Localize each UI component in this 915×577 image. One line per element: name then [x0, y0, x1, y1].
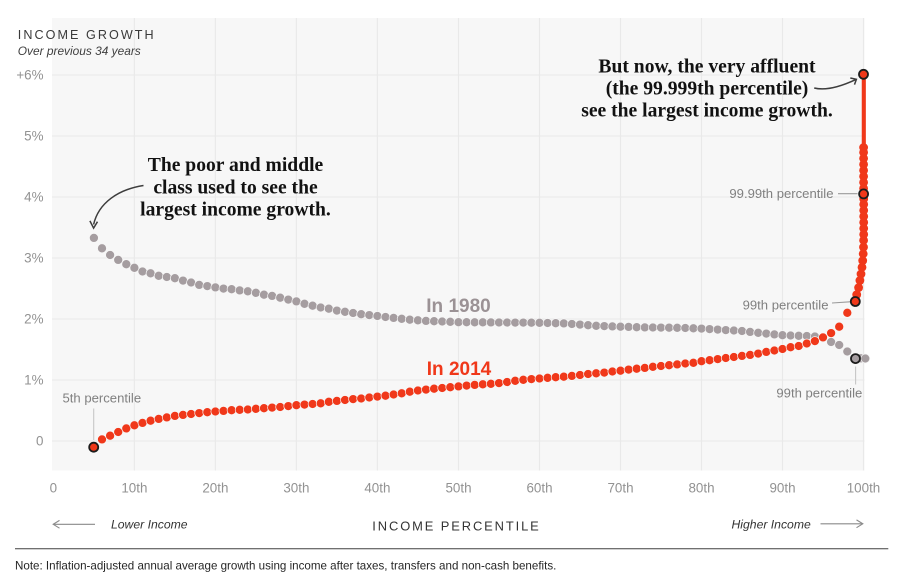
svg-text:2%: 2% — [24, 311, 43, 326]
svg-text:INCOME GROWTH: INCOME GROWTH — [18, 28, 156, 42]
svg-text:In 2014: In 2014 — [427, 359, 492, 380]
svg-text:30th: 30th — [283, 481, 309, 496]
svg-text:Over previous 34 years: Over previous 34 years — [18, 44, 141, 58]
svg-text:99.99th percentile: 99.99th percentile — [729, 186, 833, 201]
svg-text:+6%: +6% — [16, 67, 43, 82]
svg-text:In 1980: In 1980 — [426, 296, 490, 317]
svg-text:40th: 40th — [364, 481, 390, 496]
svg-text:60th: 60th — [526, 481, 552, 496]
svg-text:Note: Inflation-adjusted annua: Note: Inflation-adjusted annual average … — [15, 559, 556, 572]
svg-text:0: 0 — [36, 433, 43, 448]
svg-text:(the 99.999th percentile): (the 99.999th percentile) — [606, 79, 809, 100]
svg-text:The poor and middle: The poor and middle — [148, 155, 324, 176]
svg-text:Lower Income: Lower Income — [111, 518, 188, 532]
svg-text:INCOME PERCENTILE: INCOME PERCENTILE — [372, 519, 540, 534]
svg-text:5th percentile: 5th percentile — [62, 391, 141, 406]
svg-text:10th: 10th — [121, 481, 147, 496]
svg-text:99th percentile: 99th percentile — [743, 298, 829, 313]
svg-text:80th: 80th — [688, 481, 714, 496]
svg-text:largest income growth.: largest income growth. — [140, 200, 331, 221]
svg-text:But now, the very affluent: But now, the very affluent — [598, 57, 816, 78]
svg-text:90th: 90th — [769, 481, 795, 496]
svg-text:100th: 100th — [847, 481, 881, 496]
svg-text:20th: 20th — [202, 481, 228, 496]
svg-text:99th percentile: 99th percentile — [776, 385, 862, 400]
svg-text:5%: 5% — [24, 128, 43, 143]
svg-text:1%: 1% — [24, 372, 43, 387]
svg-text:class used to see the: class used to see the — [153, 177, 318, 198]
svg-text:3%: 3% — [24, 250, 43, 265]
svg-text:4%: 4% — [24, 189, 43, 204]
svg-text:70th: 70th — [607, 481, 633, 496]
svg-text:0: 0 — [50, 481, 57, 496]
svg-text:see the largest income growth.: see the largest income growth. — [581, 101, 833, 122]
svg-text:50th: 50th — [445, 481, 471, 496]
svg-text:Higher Income: Higher Income — [732, 518, 811, 532]
